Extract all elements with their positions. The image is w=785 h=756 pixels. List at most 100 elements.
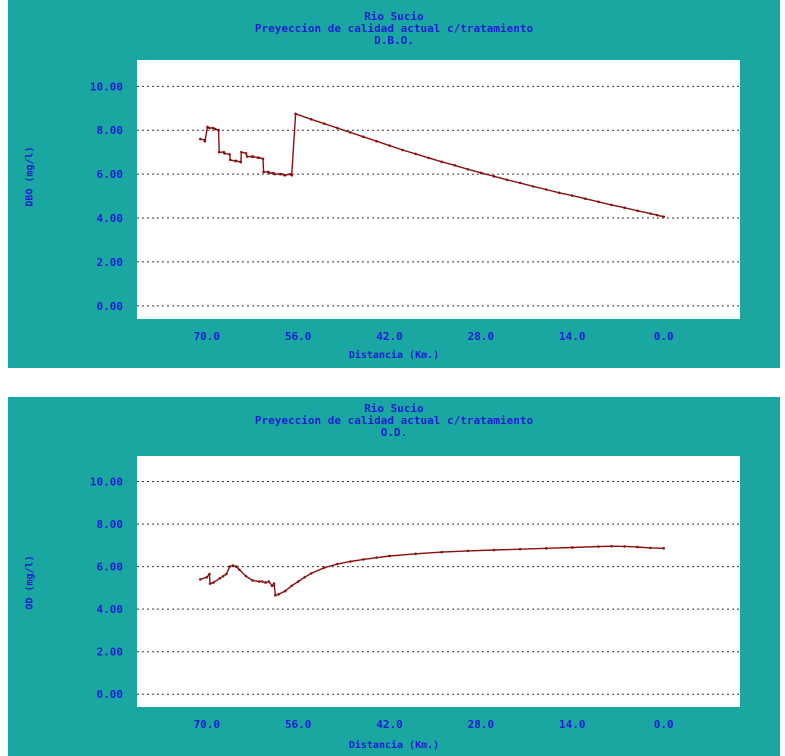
chart-svg: 0.00 2.00 4.00 6.00 8.00 10.00 70.0 56.0 42.0 28.… <box>90 476 740 731</box>
data-point <box>531 185 535 188</box>
plot-area <box>137 60 740 319</box>
data-point <box>440 550 444 554</box>
y-tick-label: 10.00 <box>90 80 123 93</box>
data-point <box>244 151 248 155</box>
data-point <box>375 139 378 143</box>
data-point <box>623 545 626 548</box>
y-tick-label: 4.00 <box>97 212 124 225</box>
data-point <box>264 581 267 584</box>
data-point <box>199 137 202 141</box>
data-point <box>453 164 457 167</box>
data-point <box>322 566 326 569</box>
data-point <box>245 155 249 158</box>
data-point <box>322 122 326 125</box>
data-point <box>492 175 496 178</box>
data-point <box>199 578 202 581</box>
x-tick-label: 0.0 <box>654 718 674 731</box>
series-line <box>200 545 664 597</box>
data-point <box>294 112 297 116</box>
data-point <box>401 148 404 152</box>
data-point <box>649 546 652 550</box>
data-point <box>262 170 265 174</box>
data-point <box>279 172 283 176</box>
x-tick-label: 70.0 <box>194 330 221 343</box>
data-point <box>349 131 352 134</box>
data-point <box>261 157 265 161</box>
y-tick-label: 2.00 <box>97 256 124 269</box>
data-point <box>414 152 417 156</box>
data-point <box>234 565 238 568</box>
data-point <box>223 151 226 155</box>
data-point <box>251 579 254 582</box>
y-tick-label: 8.00 <box>97 518 124 531</box>
data-point <box>518 547 522 551</box>
chart-subtitle: Preyeccion de calidad actual c/tratamien… <box>254 22 534 35</box>
x-tick-label: 0.0 <box>654 330 674 343</box>
data-point <box>239 160 243 164</box>
chart-parameter: O.D. <box>380 426 408 439</box>
data-point <box>208 572 211 576</box>
data-point <box>570 546 574 549</box>
data-point <box>217 150 221 154</box>
series-line <box>200 112 664 218</box>
chart-svg: 0.00 2.00 4.00 6.00 8.00 10.00 70.0 56.0 42.0 28.… <box>90 80 740 343</box>
data-point <box>388 554 391 558</box>
x-tick-label: 42.0 <box>376 330 403 343</box>
data-point <box>610 203 613 207</box>
data-point <box>570 194 574 197</box>
x-tick-label: 42.0 <box>376 718 403 731</box>
data-point <box>290 173 293 177</box>
data-point <box>375 556 378 559</box>
data-point <box>229 158 232 162</box>
y-tick-label: 6.00 <box>97 561 124 574</box>
chart-title: Rio Sucio <box>364 402 424 415</box>
data-point <box>267 580 271 583</box>
data-point <box>349 560 352 563</box>
data-point <box>240 150 243 154</box>
data-point <box>205 575 209 579</box>
data-point <box>244 574 248 578</box>
data-point <box>283 589 287 593</box>
x-tick-label: 28.0 <box>468 330 495 343</box>
data-point <box>228 153 231 156</box>
data-point <box>479 171 483 175</box>
data-point <box>272 582 276 585</box>
data-point <box>221 574 225 578</box>
data-point <box>597 200 600 204</box>
data-point <box>208 582 212 585</box>
data-point <box>228 565 231 568</box>
x-tick-label: 14.0 <box>559 718 586 731</box>
data-point <box>257 580 261 583</box>
data-point <box>597 545 600 548</box>
data-point <box>518 181 522 185</box>
data-point <box>414 552 417 556</box>
data-point <box>214 127 217 131</box>
data-point <box>649 212 652 215</box>
data-point <box>466 168 470 171</box>
data-point <box>268 171 271 175</box>
data-point <box>212 581 215 584</box>
y-tick-label: 4.00 <box>97 603 124 616</box>
x-axis-label: Distancia (Km.) <box>348 740 440 751</box>
data-point <box>218 577 222 580</box>
chart-title: Rio Sucio <box>364 10 424 23</box>
data-point <box>584 197 587 201</box>
data-point <box>662 215 665 219</box>
y-tick-label: 0.00 <box>97 688 124 701</box>
data-point <box>238 568 241 572</box>
data-point <box>212 126 215 130</box>
data-point <box>636 545 639 549</box>
data-point <box>303 575 307 579</box>
data-point <box>440 160 444 164</box>
data-point <box>234 159 238 163</box>
data-point <box>217 128 220 132</box>
data-point <box>544 188 548 191</box>
data-point <box>309 117 313 121</box>
x-tick-label: 56.0 <box>285 718 312 731</box>
data-point <box>623 206 626 210</box>
data-point <box>557 191 561 195</box>
x-axis-label: Distancia (Km.) <box>348 350 440 361</box>
data-point <box>274 594 277 597</box>
data-point <box>270 584 274 588</box>
y-tick-label: 10.00 <box>90 476 123 489</box>
